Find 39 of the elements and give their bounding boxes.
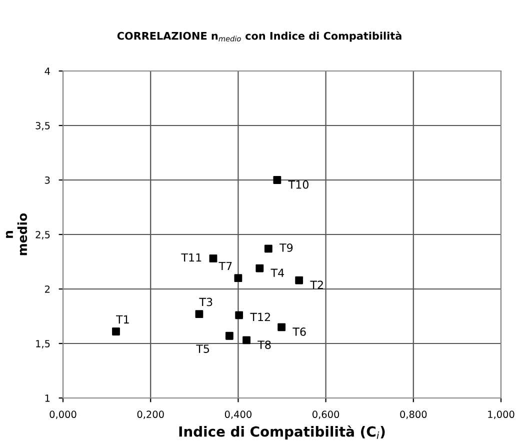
point [235,311,244,320]
x-tick-label: 0,800 [400,410,427,420]
point [256,264,264,272]
annotation: T12 [250,312,270,322]
point [234,274,242,282]
x-tick-label: 0,000 [50,410,76,420]
annotation: T2 [310,280,323,289]
annotation: T10 [288,180,308,189]
chart-title: CORRELAZIONE n$_{medio}$ con Indice di Compatibilità [117,31,402,42]
y-tick-label: 3 [45,176,50,184]
point [278,323,286,332]
point [242,336,250,344]
x-tick-label: 0,600 [312,410,340,420]
annotation: T11 [181,253,202,262]
x-axis-title: Indice di Compatibilità (C$_{i}$) [179,425,385,440]
annotation: T3 [199,298,212,306]
point [225,332,234,340]
x-tick-label: 1,000 [488,410,514,420]
y-tick-label: 2,5 [36,230,50,240]
annotation: T9 [280,243,293,252]
y-tick-label: 1 [45,394,50,402]
point [112,328,120,336]
point [264,244,272,253]
y-tick-label: 2 [45,285,50,293]
y-axis-title: n medio [6,213,28,256]
point [195,310,204,318]
x-tick-label: 0,200 [137,410,164,420]
y-tick-label: 1,5 [36,340,50,348]
annotation: T7 [218,262,232,270]
point [209,254,218,262]
point [295,276,304,284]
point [273,176,282,184]
x-tick-label: 0,400 [224,410,252,420]
annotation: T1 [116,315,129,324]
annotation: T6 [292,328,306,336]
y-tick-label: 4 [44,68,50,75]
annotation: T4 [270,268,284,277]
annotation: T5 [196,344,210,353]
y-tick-label: 3,5 [36,122,50,130]
